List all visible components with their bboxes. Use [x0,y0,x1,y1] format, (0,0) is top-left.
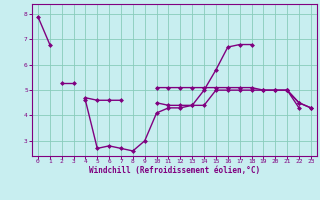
X-axis label: Windchill (Refroidissement éolien,°C): Windchill (Refroidissement éolien,°C) [89,166,260,175]
